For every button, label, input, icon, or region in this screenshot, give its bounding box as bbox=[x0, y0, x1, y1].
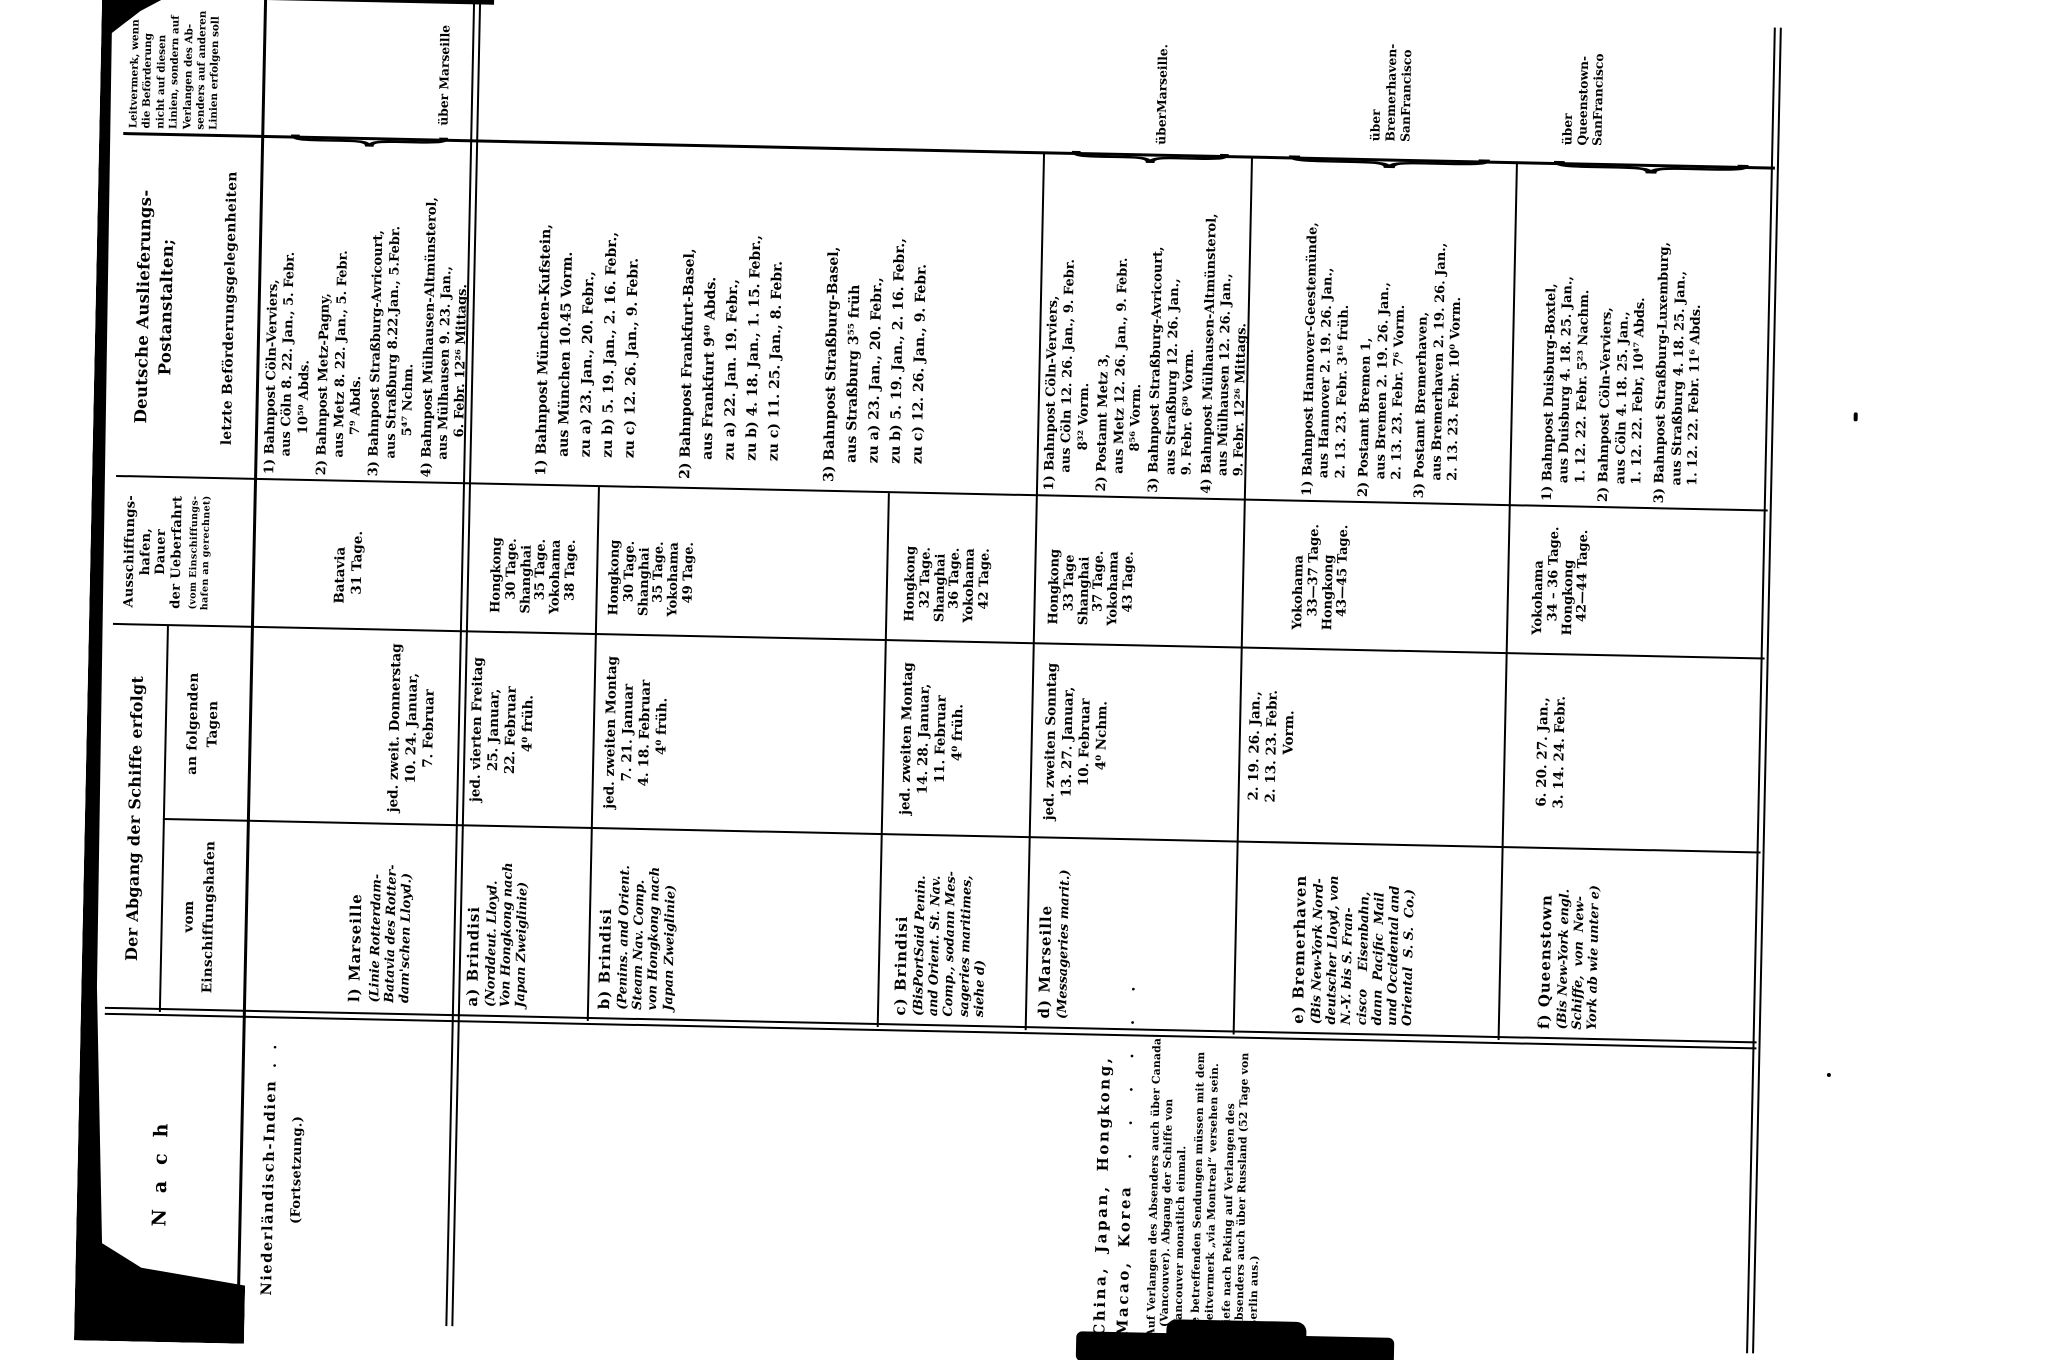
header-bahnpost-sub: letzte Beförderungsgelegenheiten bbox=[218, 171, 241, 446]
row-a-einschiffungshafen: a) Brindisi bbox=[463, 905, 484, 1007]
row1-bahnpost-item-4: 4) Bahnpost Mülhausen-Altmünsterol, aus … bbox=[418, 196, 471, 479]
row-b-einschiffungshafen: b) Brindisi bbox=[595, 907, 616, 1010]
col-rule-nach-a bbox=[104, 1012, 1757, 1050]
row-f-einschiffungshafen: f) Queenstown bbox=[1534, 893, 1556, 1030]
row1-einschiffungshafen: l) Marseille bbox=[345, 893, 366, 1003]
row-b-abfahrtstage: jed. zweiten Montag 7. 21. Januar 4. 18.… bbox=[601, 655, 671, 809]
row-e-bahnpost-list: 1) Bahnpost Hannover-Geestemünde, aus Ha… bbox=[1300, 164, 1472, 499]
row1-ausschiffungshafen: Batavia 31 Tage. bbox=[331, 530, 366, 605]
rows-abc-bahnpost-item-1: 1) Bahnpost München-Kufstein, aus Münche… bbox=[533, 223, 642, 478]
row-b-ausschiffungshafen: Hongkong 30 Tage. Shanghai 35 Tage. Yoko… bbox=[606, 539, 697, 618]
rows-abc-bahnpost-list: 1) Bahnpost München-Kufstein, aus Münche… bbox=[530, 146, 969, 485]
section-footnote-montreal: Die betreffenden Sendungen müssen mit de… bbox=[1188, 1051, 1221, 1338]
row-c-einschiffungshafen-detail: (BisPortSaid Penin. and Orient. St. Nav.… bbox=[910, 870, 988, 1018]
row1-bahnpost-item-1: 1) Bahnpost Cöln-Verviers, aus Cöln 8. 2… bbox=[262, 251, 313, 476]
scan-speck bbox=[1853, 412, 1858, 422]
row1-destination: Niederländisch-Indien . . bbox=[257, 1042, 281, 1296]
row-a-abfahrtstage: jed. vierten Freitag 25. Januar, 22. Feb… bbox=[467, 656, 537, 803]
row-a-einschiffungshafen-detail: (Norddeut. Lloyd. Von Hongkong nach Japa… bbox=[483, 862, 532, 1008]
row-c-abfahrtstage: jed. zweiten Montag 14. 28. Januar, 11. … bbox=[897, 661, 967, 816]
header-ausschiffungshafen: Ausschiffungs- hafen, Dauer der Ueberfah… bbox=[121, 494, 186, 609]
row-d-bahnpost-item-1: 1) Bahnpost Cöln-Verviers, aus Cöln 12. … bbox=[1041, 258, 1093, 492]
row-d-bahnpost-item-2: 2) Postamt Metz 3, aus Metz 12. 26. Jan.… bbox=[1094, 257, 1145, 493]
row-e-bahnpost-item-1: 1) Bahnpost Hannover-Geestemünde, aus Ha… bbox=[1299, 222, 1352, 497]
row-f-bahnpost-item-3: 3) Bahnpost Straßburg-Luxemburg, aus Str… bbox=[1652, 241, 1705, 505]
row-f-note: über Queenstown- SanFrancisco bbox=[1559, 53, 1607, 147]
row1-abfahrtstage: jed. zweit. Donnerstag 10. 24. Januar, 7… bbox=[385, 643, 438, 813]
row-d-ausschiffungshafen: Hongkong 33 Tage Shanghai 37 Tage. Yokoh… bbox=[1046, 548, 1137, 627]
row1-bahnpost-item-3: 3) Bahnpost Straßburg-Avricourt, aus Str… bbox=[366, 225, 417, 478]
row-e-note: über Bremerhaven- SanFrancisco bbox=[1367, 43, 1415, 143]
brace-glyph-icon: { bbox=[264, 130, 466, 152]
header-bahnpost: Deutsche Auslieferungs- Postanstalten; bbox=[131, 189, 178, 424]
row-e-einschiffungshafen: e) Bremerhaven bbox=[1288, 874, 1310, 1024]
row-d-bahnpost-list: 1) Bahnpost Cöln-Verviers, aus Cöln 12. … bbox=[1042, 158, 1258, 494]
brace-glyph-icon: { bbox=[1045, 146, 1247, 169]
row-f-note-brace: { bbox=[1521, 151, 1771, 184]
row-e-note-brace: { bbox=[1255, 146, 1513, 179]
row-f-ausschiffungshafen: Yokohama 34 – 36 Tage. Hongkong 42—44 Ta… bbox=[1530, 526, 1592, 636]
row-d-note-brace: { bbox=[1045, 141, 1247, 173]
row1-bahnpost-item-2: 2) Bahnpost Metz-Pagny, aus Metz 8. 22. … bbox=[314, 250, 365, 477]
header-leitvermerk: Leitvermerk, wenn die Beförderung nicht … bbox=[127, 10, 223, 131]
rows-abc-bahnpost-item-2: 2) Bahnpost Frankfurt-Basel, aus Frankfu… bbox=[677, 234, 786, 481]
scan-speck-2 bbox=[1826, 1072, 1831, 1077]
row-f-bahnpost-list: 1) Bahnpost Duisburg-Boxtel, aus Duisbur… bbox=[1540, 169, 1712, 504]
section-footnote-canada: Auf Verlangen des Absenders auch über Ca… bbox=[1144, 1037, 1189, 1337]
row-rule-bc bbox=[876, 493, 890, 1028]
row-c-ausschiffungshafen: Hongkong 32 Tage. Shanghai 36 Tage. Yoko… bbox=[902, 545, 993, 624]
rows-abc-bahnpost-item-3: 3) Bahnpost Straßburg-Basel, aus Straßbu… bbox=[821, 237, 930, 484]
row-e-ausschiffungshafen: Yokohama 33—37 Tage. Hongkong 43—45 Tage… bbox=[1290, 523, 1352, 631]
row-d-einschiffungshafen: d) Marseille bbox=[1034, 904, 1056, 1019]
table-bottom-rule-a bbox=[1746, 27, 1776, 1354]
table-bottom-rule-b bbox=[1752, 27, 1782, 1354]
row-c-einschiffungshafen: c) Brindisi bbox=[890, 915, 912, 1016]
row-f-abfahrtstage: 6. 20. 27. Jan., 3. 14. 24. Febr. bbox=[1533, 695, 1569, 809]
row1-note: über Marseille bbox=[435, 24, 453, 126]
header-an-folgenden-tagen: an folgenden Tagen bbox=[183, 672, 222, 776]
row-d-note: überMarseille. bbox=[1153, 43, 1171, 145]
row-d-bahnpost-item-4: 4) Bahnpost Mülhausen-Altmünsterol, aus … bbox=[1198, 213, 1250, 495]
row1-einschiffungshafen-detail: (Linie Rotterdam- Batavia des Rotter- da… bbox=[367, 864, 416, 1004]
row-e-einschiffungshafen-detail: (Bis New-York Nord- deutscher Lloyd, von… bbox=[1308, 875, 1418, 1027]
row-e-abfahrtstage: 2. 19. 26. Jan., 2. 13. 23. Febr. Vorm. bbox=[1245, 689, 1298, 803]
row-rule-ef bbox=[1497, 162, 1518, 1041]
row-f-bahnpost-item-1: 1) Bahnpost Duisburg-Boxtel, aus Duisbur… bbox=[1539, 275, 1593, 502]
row-f-bahnpost-item-2: 2) Bahnpost Cöln-Verviers, aus Cöln 4. 1… bbox=[1596, 297, 1649, 503]
header-abgang-group: Der Abgang der Schiffe erfolgt bbox=[121, 675, 147, 962]
brace-glyph-icon: { bbox=[1521, 156, 1771, 180]
row1-destination-sub: (Fortsetzung.) bbox=[288, 1115, 306, 1225]
row-f-einschiffungshafen-detail: (Bis New-York engl. Schiffe, von New- Yo… bbox=[1554, 885, 1604, 1031]
header-ausschiffungshafen-note: (vom Einschiffungs- hafen an gerechnet) bbox=[187, 495, 213, 611]
row1-bahnpost-list: 1) Bahnpost Cöln-Verviers, aus Cöln 8. 2… bbox=[262, 142, 478, 478]
brace-glyph-icon: { bbox=[1255, 151, 1513, 174]
row-d-bahnpost-item-3: 3) Bahnpost Straßburg-Avricourt, aus Str… bbox=[1146, 246, 1198, 494]
row-d-abfahrtstage: jed. zweiten Sonntag 13. 27. Januar, 10.… bbox=[1041, 662, 1111, 821]
header-vom-einschiffungshafen: vom Einschiffungshafen bbox=[180, 840, 219, 994]
row-e-bahnpost-item-2: 2) Postamt Bremen 1, aus Bremen 2. 19. 2… bbox=[1356, 281, 1408, 498]
section-destination-block: China, Japan, Hongkong, Macao, Korea . .… bbox=[1088, 983, 1269, 1340]
section-destination: China, Japan, Hongkong, Macao, Korea . .… bbox=[1090, 983, 1139, 1337]
row-b-einschiffungshafen-detail: (Penins. and Orient. Steam Nav. Comp. vo… bbox=[615, 864, 679, 1011]
section-footnote-peking: Briefe nach Peking auf Verlangen des Abs… bbox=[1219, 1052, 1261, 1339]
row-d-einschiffungshafen-detail: (Messageries marit.) bbox=[1054, 869, 1074, 1020]
row1-note-brace: { bbox=[264, 125, 466, 157]
scan-edge-top-bar bbox=[74, 0, 132, 1341]
row-e-bahnpost-item-3: 3) Postamt Bremerhaven, aus Bremerhaven … bbox=[1412, 242, 1465, 500]
row-a-ausschiffungshafen: Hongkong 30 Tage. Shanghai 35 Tage. Yoko… bbox=[488, 537, 579, 615]
